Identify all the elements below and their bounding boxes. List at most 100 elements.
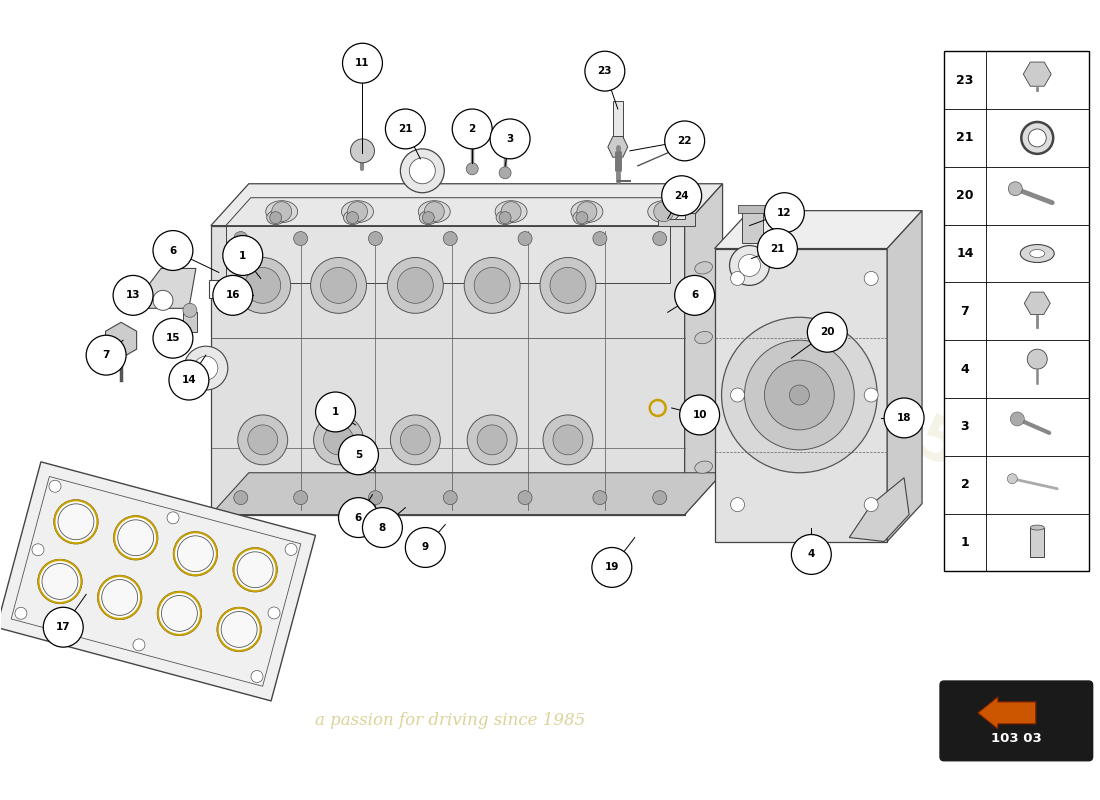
Circle shape — [477, 425, 507, 455]
FancyBboxPatch shape — [940, 681, 1092, 761]
Circle shape — [400, 149, 444, 193]
Text: 24: 24 — [674, 190, 689, 201]
Ellipse shape — [496, 210, 514, 225]
Text: 21: 21 — [770, 243, 784, 254]
Polygon shape — [715, 249, 887, 542]
Circle shape — [169, 360, 209, 400]
Text: 1: 1 — [332, 407, 339, 417]
Text: 1: 1 — [960, 536, 969, 549]
Text: 10: 10 — [692, 410, 707, 420]
Circle shape — [285, 543, 297, 555]
Circle shape — [499, 212, 512, 224]
Ellipse shape — [1031, 525, 1044, 530]
Circle shape — [807, 312, 847, 352]
Text: 18: 18 — [896, 413, 912, 423]
Circle shape — [406, 527, 446, 567]
Text: 21: 21 — [956, 131, 974, 145]
Circle shape — [553, 425, 583, 455]
Text: 15: 15 — [166, 334, 180, 343]
Text: 5: 5 — [355, 450, 362, 460]
Circle shape — [1008, 474, 1018, 484]
Circle shape — [576, 212, 587, 224]
Ellipse shape — [695, 331, 713, 344]
Circle shape — [251, 670, 263, 682]
Text: 7: 7 — [960, 305, 969, 318]
Circle shape — [133, 639, 145, 651]
Polygon shape — [146, 269, 196, 308]
Circle shape — [387, 258, 443, 314]
Ellipse shape — [495, 201, 527, 222]
Circle shape — [464, 258, 520, 314]
Circle shape — [576, 202, 597, 222]
Circle shape — [585, 51, 625, 91]
Circle shape — [234, 490, 248, 505]
Circle shape — [443, 231, 458, 246]
Circle shape — [194, 356, 218, 380]
Circle shape — [323, 425, 353, 455]
FancyArrow shape — [978, 697, 1036, 729]
Circle shape — [491, 119, 530, 159]
Bar — [613, 101, 623, 139]
Circle shape — [320, 267, 356, 303]
Circle shape — [1010, 412, 1024, 426]
Circle shape — [272, 202, 292, 222]
Circle shape — [540, 258, 596, 314]
Text: 21: 21 — [398, 124, 412, 134]
Text: 3: 3 — [506, 134, 514, 144]
Circle shape — [466, 163, 478, 174]
Text: 20: 20 — [956, 190, 974, 202]
Circle shape — [652, 490, 667, 505]
Circle shape — [54, 500, 98, 544]
Circle shape — [543, 415, 593, 465]
Text: 9: 9 — [421, 542, 429, 553]
Circle shape — [314, 415, 363, 465]
Circle shape — [738, 254, 760, 277]
Ellipse shape — [571, 201, 603, 222]
Circle shape — [518, 231, 532, 246]
Circle shape — [499, 167, 512, 178]
Circle shape — [174, 532, 218, 576]
Circle shape — [400, 425, 430, 455]
Circle shape — [32, 544, 44, 556]
Text: 103 03: 103 03 — [991, 732, 1042, 746]
Text: 6: 6 — [355, 513, 362, 522]
Ellipse shape — [266, 201, 298, 222]
Circle shape — [245, 267, 280, 303]
Circle shape — [233, 548, 277, 592]
Circle shape — [363, 508, 403, 547]
Circle shape — [42, 563, 78, 599]
Text: 17: 17 — [56, 622, 70, 632]
Ellipse shape — [695, 461, 713, 474]
Text: 23: 23 — [597, 66, 612, 76]
Ellipse shape — [341, 201, 373, 222]
Ellipse shape — [1021, 245, 1054, 262]
Circle shape — [342, 43, 383, 83]
Circle shape — [409, 158, 436, 184]
Polygon shape — [226, 198, 694, 226]
Text: 6: 6 — [169, 246, 177, 255]
Circle shape — [865, 498, 878, 512]
Text: 12: 12 — [778, 208, 792, 218]
Circle shape — [550, 267, 586, 303]
Text: 4: 4 — [960, 362, 969, 376]
Ellipse shape — [648, 201, 680, 222]
Circle shape — [167, 512, 179, 524]
Text: EUROPES: EUROPES — [431, 304, 927, 396]
Circle shape — [443, 490, 458, 505]
Circle shape — [674, 275, 715, 315]
Circle shape — [316, 392, 355, 432]
Text: 14: 14 — [956, 247, 974, 260]
Circle shape — [348, 202, 367, 222]
Circle shape — [764, 193, 804, 233]
Circle shape — [390, 415, 440, 465]
Text: 19: 19 — [605, 562, 619, 573]
Text: 14: 14 — [182, 375, 196, 385]
Circle shape — [50, 480, 60, 492]
Circle shape — [234, 231, 248, 246]
Circle shape — [368, 231, 383, 246]
Polygon shape — [211, 226, 684, 514]
Circle shape — [248, 425, 277, 455]
Polygon shape — [226, 226, 670, 283]
Ellipse shape — [343, 210, 362, 225]
Circle shape — [118, 520, 154, 556]
